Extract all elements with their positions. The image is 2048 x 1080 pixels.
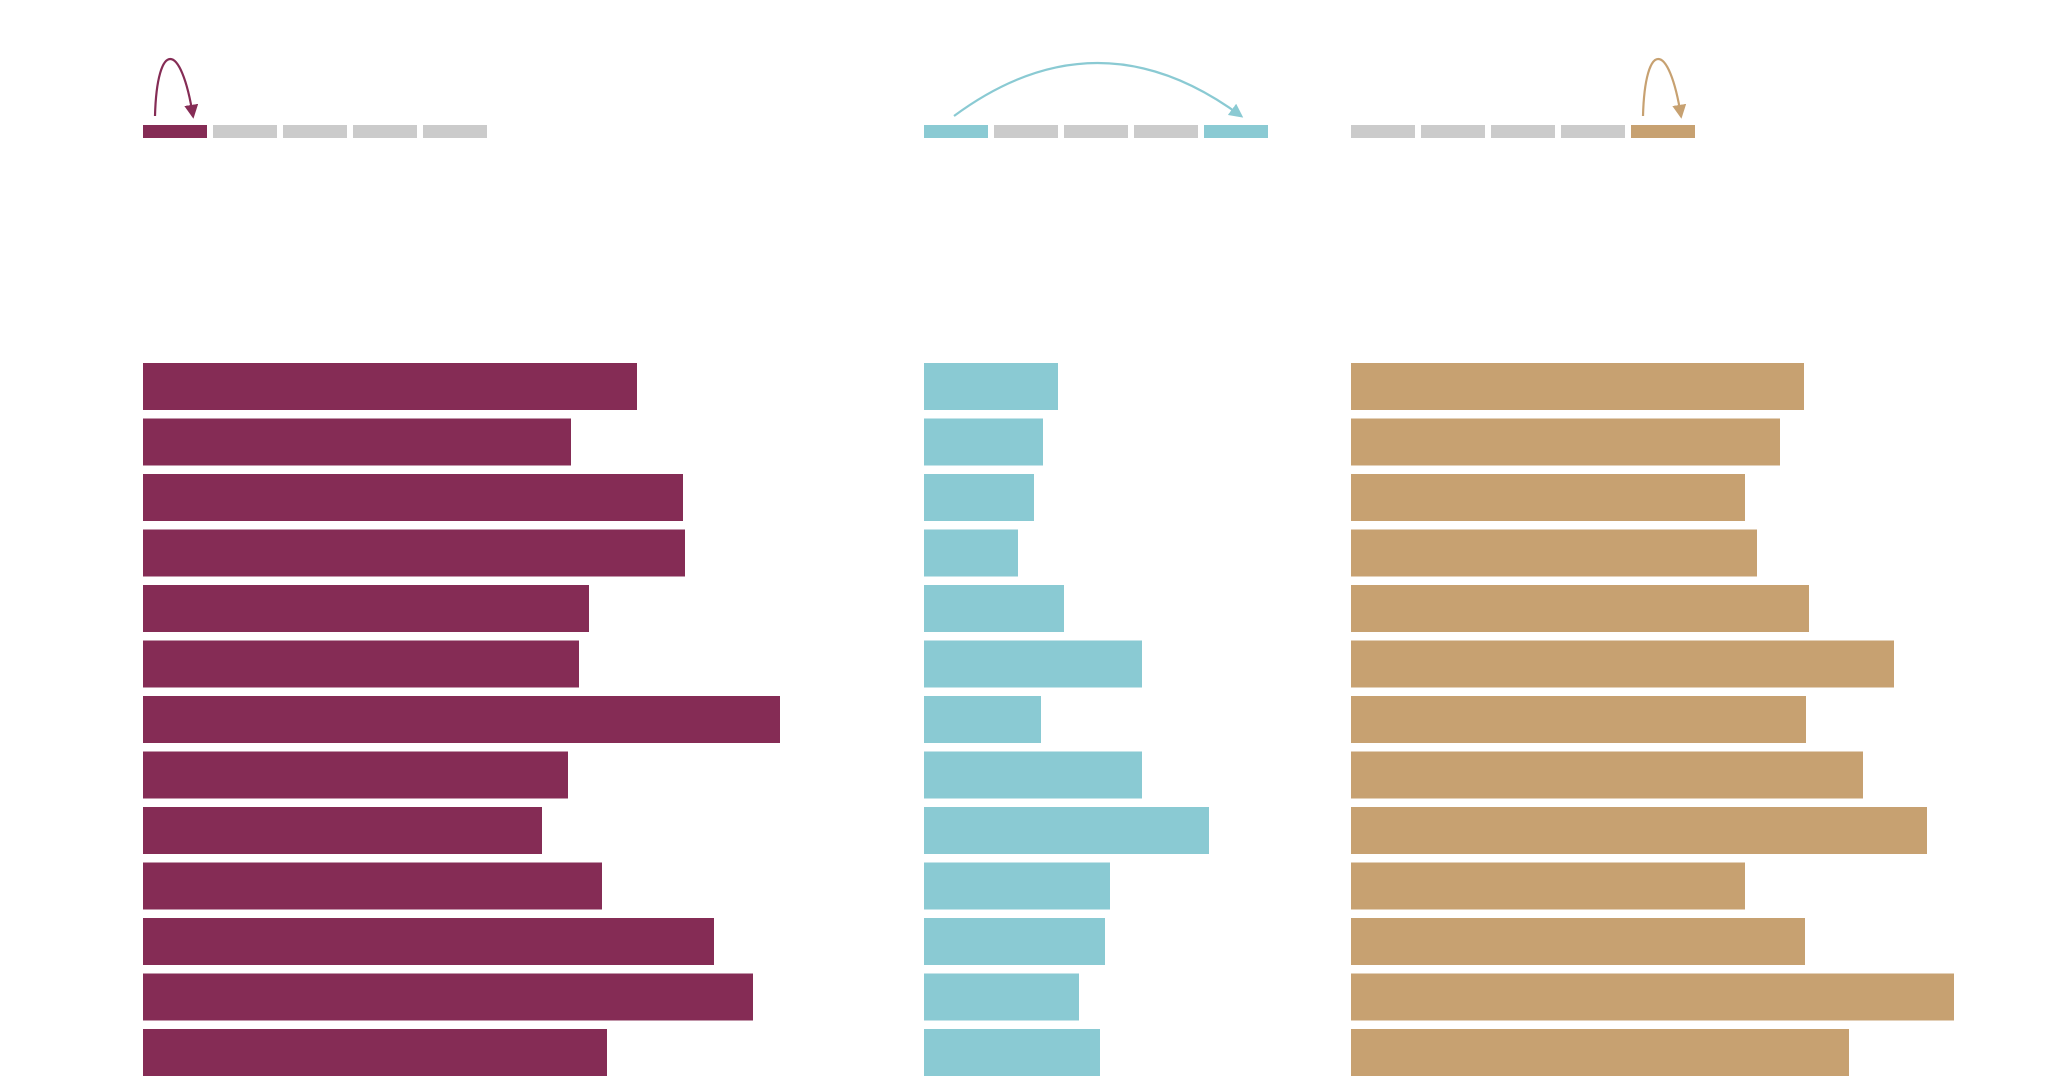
indicator-segment-5 — [1631, 125, 1695, 138]
position-indicator — [143, 57, 487, 138]
bar-9 — [924, 807, 1209, 854]
bar-7 — [1351, 696, 1806, 743]
indicator-segment-4 — [1561, 125, 1625, 138]
bar-4 — [924, 529, 1018, 577]
bar-13 — [1351, 1029, 1849, 1076]
bar-8 — [1351, 751, 1863, 799]
bar-2 — [143, 418, 571, 466]
indicator-arrow — [153, 57, 199, 119]
bar-6 — [924, 640, 1142, 688]
bar-1 — [143, 363, 637, 410]
indicator-segment-2 — [1421, 125, 1485, 138]
indicator-segment-4 — [353, 125, 417, 138]
bar-12 — [143, 973, 753, 1021]
bar-6 — [1351, 640, 1894, 688]
indicator-segment-2 — [994, 125, 1058, 138]
bar-9 — [143, 807, 542, 854]
bar-13 — [924, 1029, 1100, 1076]
indicator-segment-1 — [1351, 125, 1415, 138]
position-indicator — [924, 62, 1268, 138]
indicator-segment-3 — [1491, 125, 1555, 138]
indicator-segment-5 — [423, 125, 487, 138]
bar-11 — [924, 918, 1105, 965]
bar-3 — [1351, 474, 1745, 521]
bar-1 — [1351, 363, 1804, 410]
indicator-arrow — [953, 62, 1244, 118]
chart-panel-1 — [143, 57, 780, 1076]
bar-series — [143, 363, 780, 1076]
bar-3 — [924, 474, 1034, 521]
bar-5 — [143, 585, 589, 632]
chart-panel-2 — [924, 62, 1268, 1076]
bar-7 — [143, 696, 780, 743]
bar-4 — [1351, 529, 1757, 577]
bar-5 — [1351, 585, 1809, 632]
bar-5 — [924, 585, 1064, 632]
bar-12 — [1351, 973, 1954, 1021]
bar-3 — [143, 474, 683, 521]
indicator-segment-1 — [143, 125, 207, 138]
indicator-segment-4 — [1134, 125, 1198, 138]
bar-10 — [1351, 862, 1745, 910]
bar-1 — [924, 363, 1058, 410]
indicator-segment-1 — [924, 125, 988, 138]
chart-panel-3 — [1351, 57, 1954, 1076]
bar-11 — [143, 918, 714, 965]
bar-2 — [1351, 418, 1780, 466]
bar-7 — [924, 696, 1041, 743]
bar-10 — [143, 862, 602, 910]
indicator-arrow — [1641, 57, 1687, 119]
bar-10 — [924, 862, 1110, 910]
indicator-segment-3 — [1064, 125, 1128, 138]
bar-6 — [143, 640, 579, 688]
indicator-segment-2 — [213, 125, 277, 138]
position-indicator — [1351, 57, 1695, 138]
bar-13 — [143, 1029, 607, 1076]
bar-series — [924, 363, 1209, 1076]
bar-8 — [924, 751, 1142, 799]
bar-series — [1351, 363, 1954, 1076]
bar-9 — [1351, 807, 1927, 854]
indicator-segment-3 — [283, 125, 347, 138]
bar-2 — [924, 418, 1043, 466]
bar-12 — [924, 973, 1079, 1021]
bar-8 — [143, 751, 568, 799]
bar-4 — [143, 529, 685, 577]
bar-11 — [1351, 918, 1805, 965]
indicator-segment-5 — [1204, 125, 1268, 138]
